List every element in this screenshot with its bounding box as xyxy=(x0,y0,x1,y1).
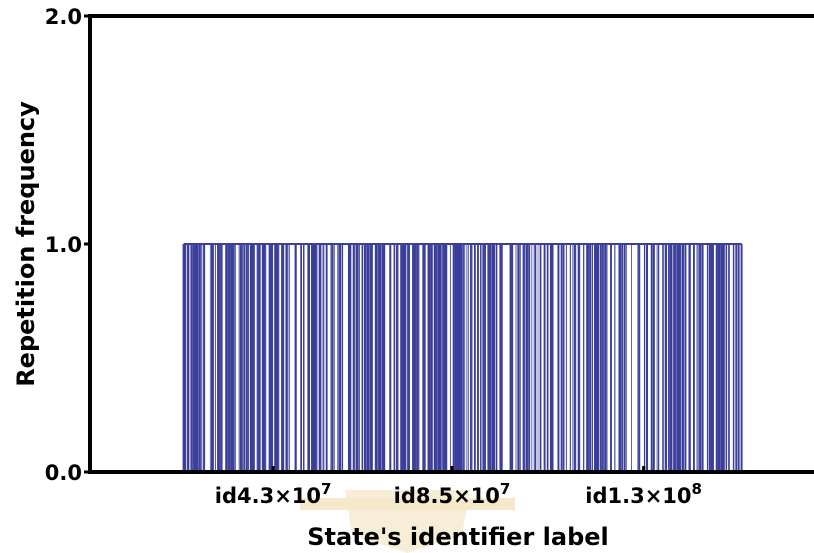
y-ticks: 0.0 1.0 2.0 xyxy=(45,5,90,485)
x-tick-label: id1.3×108 xyxy=(585,480,702,508)
watermark-crest xyxy=(300,490,515,553)
y-axis-label: Repetition frequency xyxy=(12,101,40,387)
y-tick-label: 0.0 xyxy=(45,461,82,485)
x-ticks: id4.3×107 id8.5×107 id1.3×108 xyxy=(215,466,702,508)
x-tick-label: id8.5×107 xyxy=(394,480,511,508)
bar-series xyxy=(182,243,743,472)
watermark-band xyxy=(300,498,515,510)
x-tick-label: id4.3×107 xyxy=(215,480,332,508)
y-tick-label: 1.0 xyxy=(45,233,82,257)
x-axis-label: State's identifier label xyxy=(307,523,609,551)
y-tick-label: 2.0 xyxy=(45,5,82,29)
